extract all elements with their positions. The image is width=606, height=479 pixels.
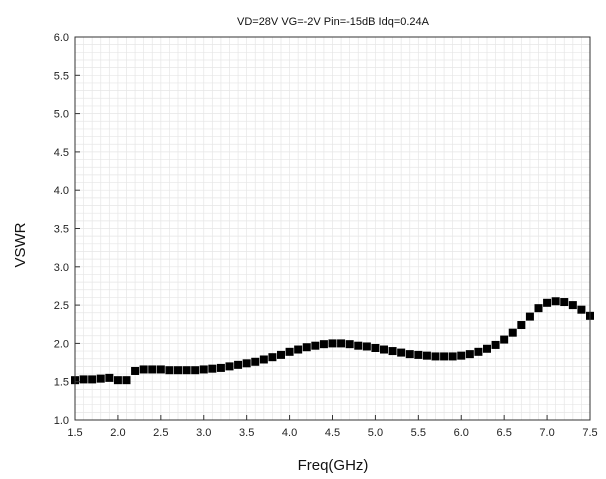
data-point [568, 301, 577, 310]
data-point [414, 350, 423, 359]
data-point [543, 298, 552, 307]
data-point [422, 351, 431, 360]
x-tick-label: 4.0 [282, 427, 297, 439]
data-point [380, 345, 388, 354]
data-point [431, 352, 440, 361]
data-point [199, 365, 208, 374]
data-point [483, 344, 491, 353]
data-point [337, 339, 346, 348]
data-point [465, 350, 474, 359]
data-point [105, 373, 114, 382]
data-point [491, 340, 500, 349]
y-tick-label: 3.5 [54, 224, 69, 236]
data-point [397, 348, 406, 357]
data-point [79, 375, 88, 384]
data-point [302, 343, 311, 352]
data-point [96, 374, 105, 383]
data-point [277, 350, 285, 359]
y-tick-label: 1.5 [54, 377, 69, 389]
chart-grid [74, 36, 591, 421]
data-point [345, 340, 354, 349]
data-point [259, 355, 268, 364]
data-point [234, 360, 243, 369]
y-axis-label: VSWR [12, 222, 29, 267]
data-point [354, 341, 363, 350]
data-point [216, 363, 225, 372]
data-point [500, 335, 509, 344]
data-point [285, 347, 294, 356]
x-tick-label: 1.5 [67, 427, 82, 439]
y-tick-label: 4.0 [54, 185, 69, 197]
data-point [457, 351, 466, 360]
data-point [242, 359, 251, 368]
data-point [208, 364, 217, 373]
data-point [251, 357, 260, 366]
y-tick-label: 1.0 [54, 415, 69, 427]
data-point [311, 341, 320, 350]
y-tick-labels: 1.0 1.5 2.0 2.5 3.0 3.5 4.0 4.5 5.0 5.5 6.0 [54, 32, 69, 427]
x-tick-label: 2.5 [153, 427, 168, 439]
data-point [328, 339, 337, 348]
y-tick-label: 2.5 [54, 300, 69, 312]
y-tick-label: 5.5 [54, 70, 69, 82]
x-tick-label: 7.5 [582, 427, 597, 439]
tick-marks [74, 36, 591, 421]
data-point [113, 376, 122, 385]
y-tick-label: 3.0 [54, 262, 69, 274]
y-tick-label: 5.0 [54, 109, 69, 121]
data-point [88, 375, 97, 384]
data-point [165, 366, 174, 375]
chart-title: VD=28V VG=-2V Pin=-15dB Idq=0.24A [237, 16, 430, 28]
data-point [174, 366, 182, 375]
x-tick-labels: 1.5 2.0 2.5 3.0 3.5 4.0 4.5 5.0 5.5 6.0 6.5 7.0 7.5 [67, 427, 597, 439]
data-point [508, 328, 517, 337]
data-point [131, 366, 140, 375]
x-tick-label: 2.0 [110, 427, 125, 439]
data-point [362, 342, 371, 351]
data-point [191, 366, 200, 375]
x-tick-label: 6.5 [497, 427, 512, 439]
data-point [474, 347, 483, 356]
data-point [517, 321, 526, 330]
x-tick-label: 7.0 [539, 427, 554, 439]
data-point [371, 343, 380, 352]
data-point [448, 352, 457, 361]
x-tick-label: 4.5 [325, 427, 340, 439]
data-series [71, 297, 594, 385]
data-point [405, 350, 414, 359]
x-tick-label: 5.5 [411, 427, 426, 439]
data-point [551, 297, 560, 306]
x-tick-label: 5.0 [368, 427, 383, 439]
data-point [182, 366, 191, 375]
data-point [440, 352, 449, 361]
x-axis-label: Freq(GHz) [298, 457, 369, 474]
data-point [294, 345, 303, 354]
data-point [525, 312, 534, 321]
y-tick-label: 6.0 [54, 32, 69, 44]
data-point [319, 340, 328, 349]
data-point [534, 304, 543, 313]
x-tick-label: 6.0 [454, 427, 469, 439]
x-tick-label: 3.5 [239, 427, 254, 439]
y-tick-label: 2.0 [54, 338, 69, 350]
data-point [388, 347, 397, 356]
data-point [139, 365, 148, 374]
data-point [122, 376, 131, 385]
data-point [560, 298, 569, 307]
data-point [156, 365, 165, 374]
y-tick-label: 4.5 [54, 147, 69, 159]
data-point [268, 353, 277, 362]
data-point [225, 362, 234, 371]
x-tick-label: 3.0 [196, 427, 211, 439]
data-point [148, 365, 157, 374]
data-point [577, 305, 586, 314]
